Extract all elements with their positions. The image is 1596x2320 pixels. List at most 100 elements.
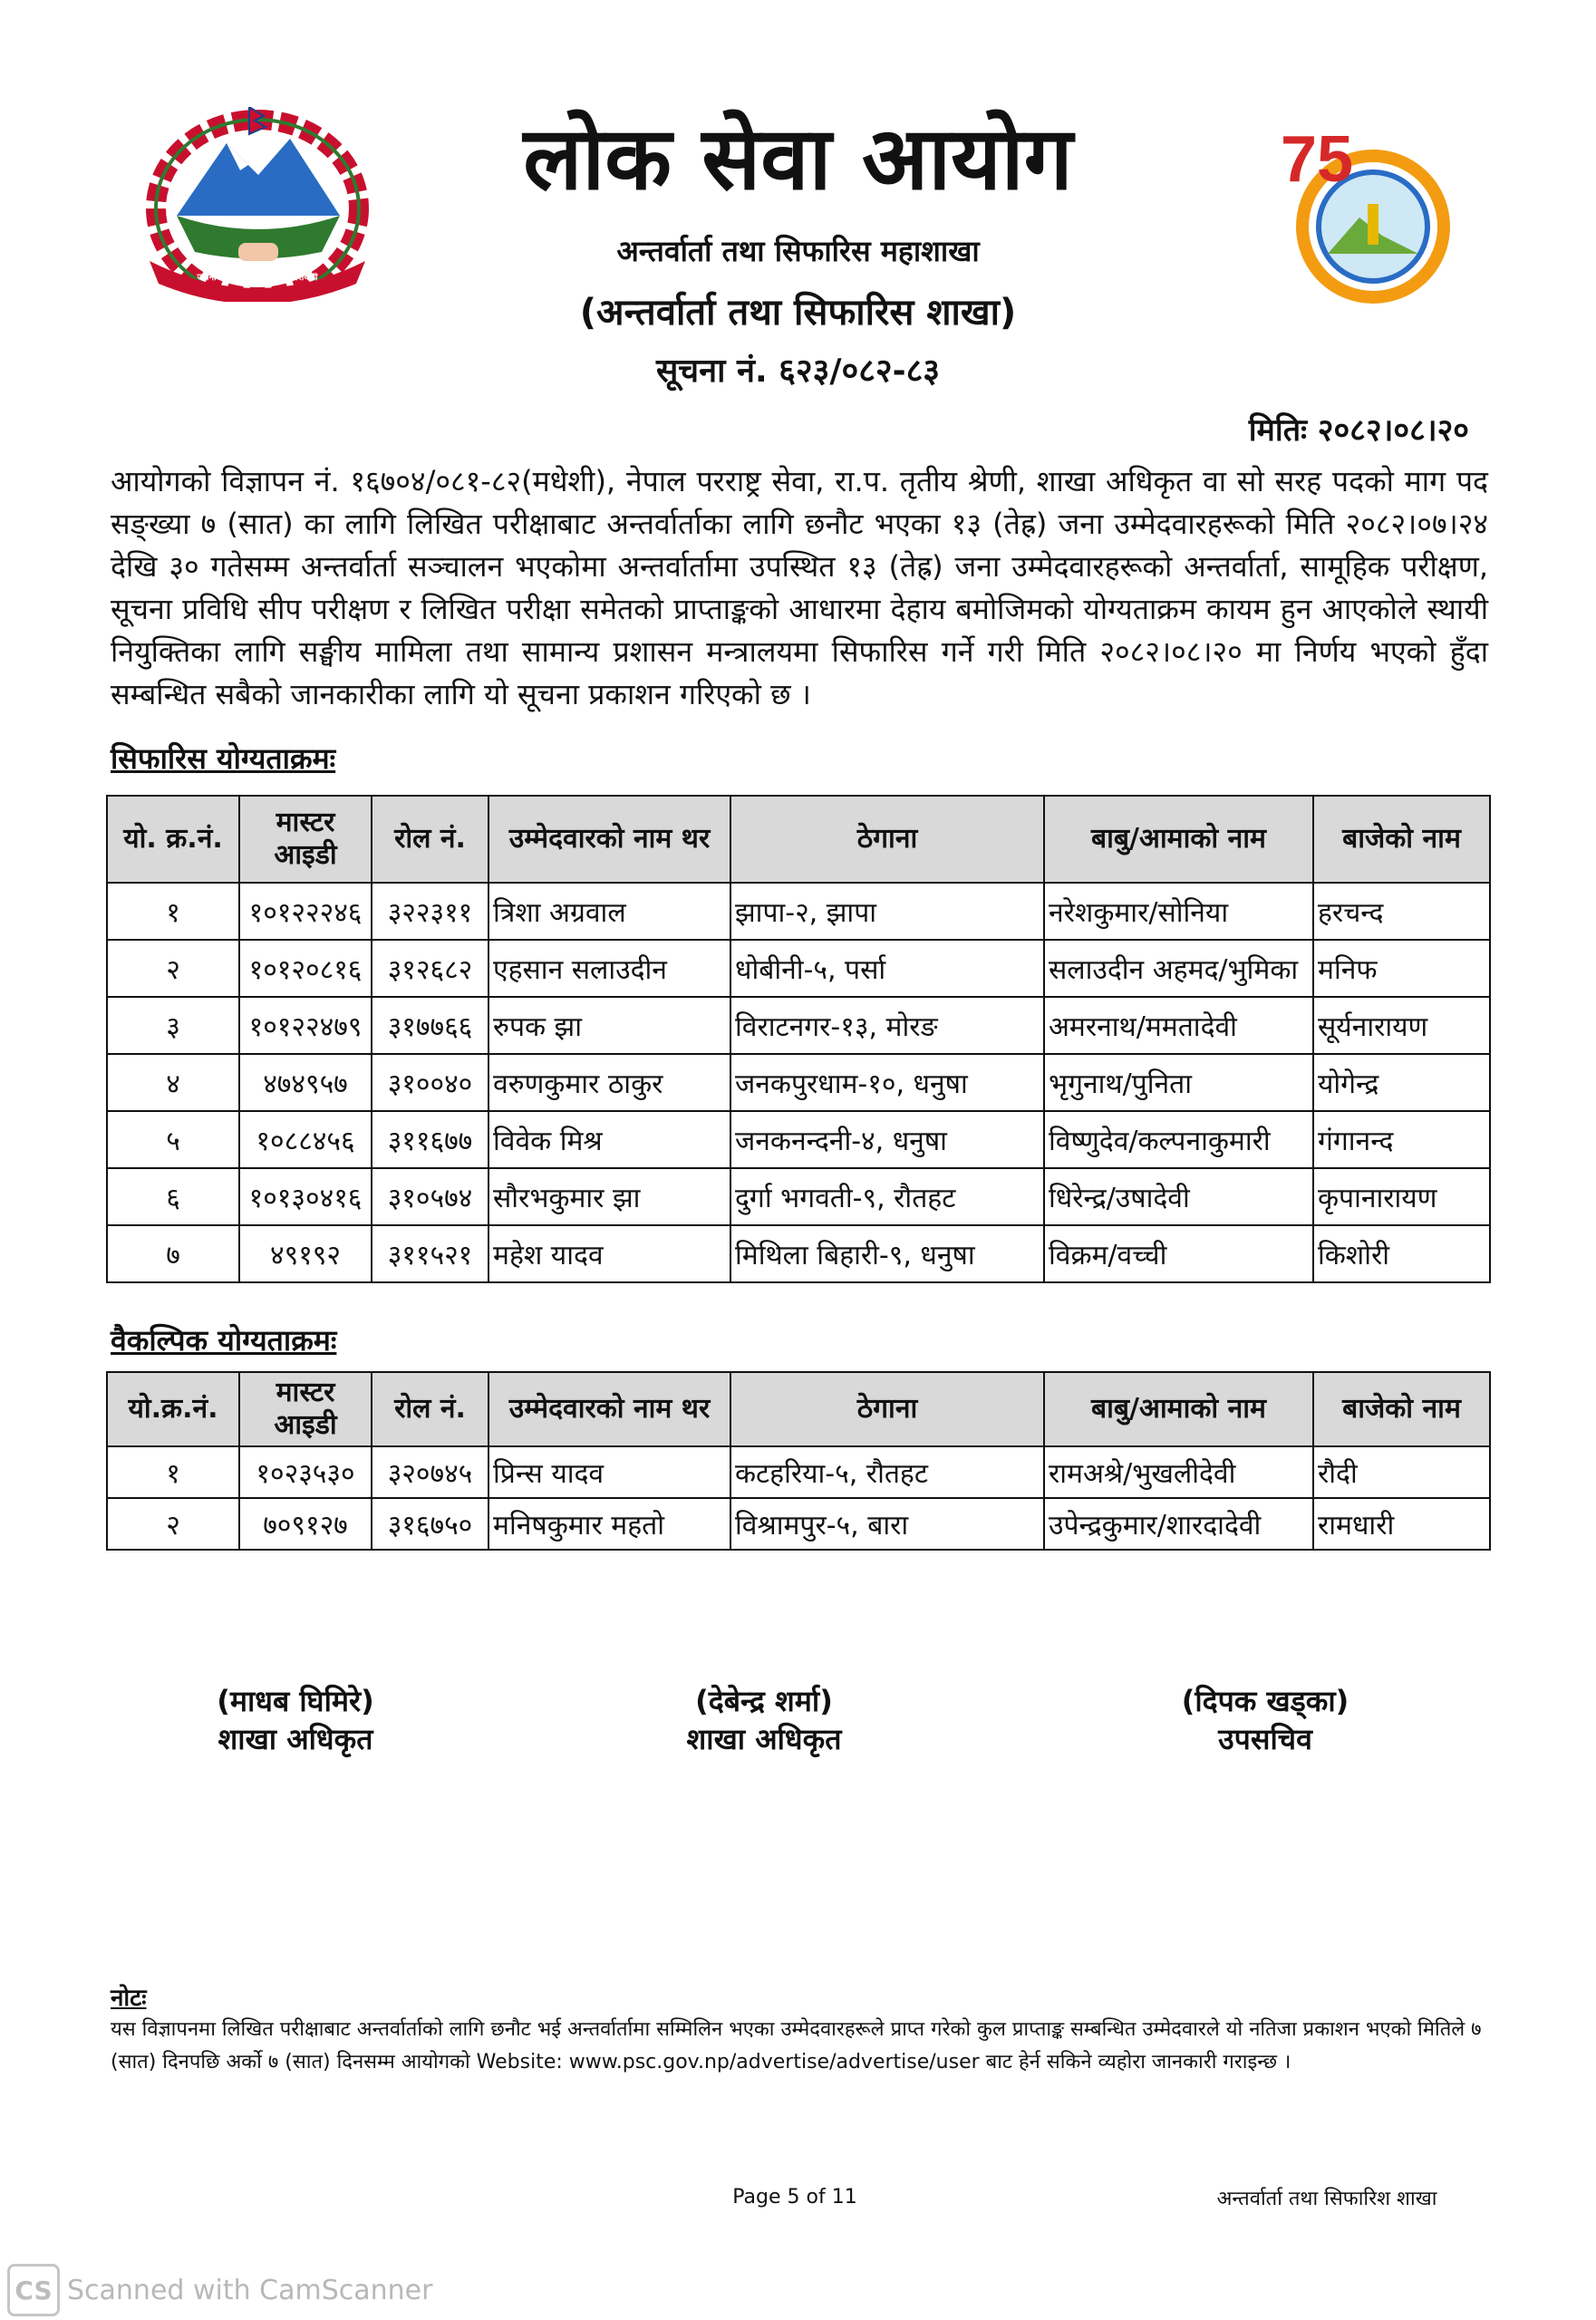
signatory-title: शाखा अधिकृत xyxy=(218,1722,373,1756)
table-cell: रामअश्रे/भुखलीदेवी xyxy=(1043,1445,1314,1499)
page-number: Page 5 of 11 xyxy=(732,2186,857,2209)
table-cell: दुर्गा भगवती-९, रौतहट xyxy=(730,1167,1045,1226)
table-cell: एहसान सलाउदीन xyxy=(488,939,731,998)
table-cell: २ xyxy=(106,939,240,998)
table-cell: ५ xyxy=(106,1110,240,1169)
table-row: ४ ४७४९५७ ३१००४० वरुणकुमार ठाकुर जनकपुरधाम-१०… xyxy=(106,1053,1491,1112)
table-cell: विवेक मिश्र xyxy=(488,1110,731,1169)
table-cell: १ xyxy=(106,882,240,941)
table-cell: १०१२२२४६ xyxy=(238,882,372,941)
table-cell: हरचन्द xyxy=(1312,882,1491,941)
alternate-table: यो.क्र.नं. मास्टर आइडी रोल नं. उम्मेदवारको … xyxy=(106,1371,1491,1551)
table-row: ५ १०८८४५६ ३११६७७ विवेक मिश्र जनकनन्दनी-४, धन… xyxy=(106,1110,1491,1169)
table-row: ३ १०१२२४७९ ३१७७६६ रुपक झा विराटनगर-१३, मोरङ अ… xyxy=(106,996,1491,1055)
table-cell: ३ xyxy=(106,996,240,1055)
table-cell: वरुणकुमार ठाकुर xyxy=(488,1053,731,1112)
table-cell: कृपानारायण xyxy=(1312,1167,1491,1226)
table-cell: ७ xyxy=(106,1224,240,1283)
column-header: उम्मेदवारको नाम थर xyxy=(488,795,731,884)
table-cell: मनिषकुमार महतो xyxy=(488,1497,731,1551)
emblem-motto-text: जननी जन्मभूमिश्च स्वर्गादपि गरीयसी xyxy=(197,273,318,283)
table-cell: भृगुनाथ/पुनिता xyxy=(1043,1053,1314,1112)
signatory-name: (दिपक खड्का) xyxy=(1181,1684,1349,1718)
signatory-2: (देबेन्द्र शर्मा) शाखा अधिकृत xyxy=(583,1682,945,1758)
column-header: बाजेको नाम xyxy=(1312,795,1491,884)
alternate-heading: वैकल्पिक योग्यताक्रमः xyxy=(111,1323,337,1358)
table-cell: ३१६७५० xyxy=(371,1497,489,1551)
signatory-name: (देबेन्द्र शर्मा) xyxy=(695,1684,833,1718)
notice-date: मितिः २०८२।०८।२० xyxy=(1248,412,1469,449)
table-cell: अमरनाथ/ममतादेवी xyxy=(1043,996,1314,1055)
column-header: यो. क्र.नं. xyxy=(106,795,240,884)
table-row: २ १०१२०८१६ ३१२६८२ एहसान सलाउदीन धोबीनी-५, पर… xyxy=(106,939,1491,998)
table-cell: विराटनगर-१३, मोरङ xyxy=(730,996,1045,1055)
table-cell: ७०९१२७ xyxy=(238,1497,372,1551)
table-cell: गंगानन्द xyxy=(1312,1110,1491,1169)
table-cell: सूर्यनारायण xyxy=(1312,996,1491,1055)
column-header: यो.क्र.नं. xyxy=(106,1371,240,1447)
table-cell: ३२२३११ xyxy=(371,882,489,941)
table-row: ६ १०१३०४१६ ३१०५७४ सौरभकुमार झा दुर्गा भगवती-… xyxy=(106,1167,1491,1226)
note-text: यस विज्ञापनमा लिखित परीक्षाबाट अन्तर्वार… xyxy=(111,2018,1482,2074)
nepal-emblem-logo: जननी जन्मभूमिश्च स्वर्गादपि गरीयसी xyxy=(140,107,374,302)
notice-number: सूचना नं. ६२३/०८२-८३ xyxy=(655,353,941,390)
camscanner-watermark: CS Scanned with CamScanner xyxy=(7,2264,432,2316)
table-cell: १०८८४५६ xyxy=(238,1110,372,1169)
column-header: बाबु/आमाको नाम xyxy=(1043,795,1314,884)
logo-75-text: 75 xyxy=(1281,123,1353,196)
column-header: बाबु/आमाको नाम xyxy=(1043,1371,1314,1447)
watermark-text: Scanned with CamScanner xyxy=(67,2274,433,2306)
page-title: लोक सेवा आयोग xyxy=(523,108,1073,209)
table-cell: धोबीनी-५, पर्सा xyxy=(730,939,1045,998)
camscanner-logo-icon: CS xyxy=(7,2264,60,2316)
column-header: ठेगाना xyxy=(730,1371,1045,1447)
column-header: ठेगाना xyxy=(730,795,1045,884)
section-name: (अन्तर्वार्ता तथा सिफारिस शाखा) xyxy=(579,292,1017,334)
table-cell: महेश यादव xyxy=(488,1224,731,1283)
table-row: १ १०१२२२४६ ३२२३११ त्रिशा अग्रवाल झापा-२, झाप… xyxy=(106,882,1491,941)
table-cell: १०१२२४७९ xyxy=(238,996,372,1055)
table-cell: ३१०५७४ xyxy=(371,1167,489,1226)
table-cell: ३११६७७ xyxy=(371,1110,489,1169)
table-row: २ ७०९१२७ ३१६७५० मनिषकुमार महतो विश्रामपुर-५,… xyxy=(106,1497,1491,1551)
column-header: रोल नं. xyxy=(371,795,489,884)
table-cell: ४९१९२ xyxy=(238,1224,372,1283)
recommended-table: यो. क्र.नं. मास्टर आइडी रोल नं. उम्मेदवारको… xyxy=(106,795,1491,1283)
table-cell: ३१२६८२ xyxy=(371,939,489,998)
table-header-row: यो. क्र.नं. मास्टर आइडी रोल नं. उम्मेदवारको… xyxy=(106,795,1491,884)
psc-75-anniversary-logo: 75 xyxy=(1273,118,1455,308)
table-cell: सौरभकुमार झा xyxy=(488,1167,731,1226)
table-cell: जनकनन्दनी-४, धनुषा xyxy=(730,1110,1045,1169)
table-cell: प्रिन्स यादव xyxy=(488,1445,731,1499)
table-cell: सलाउदीन अहमद/भुमिका xyxy=(1043,939,1314,998)
table-cell: कटहरिया-५, रौतहट xyxy=(730,1445,1045,1499)
table-cell: ३१००४० xyxy=(371,1053,489,1112)
recommended-heading: सिफारिस योग्यताक्रमः xyxy=(111,741,336,776)
table-cell: झापा-२, झापा xyxy=(730,882,1045,941)
table-cell: विष्णुदेव/कल्पनाकुमारी xyxy=(1043,1110,1314,1169)
table-cell: मिथिला बिहारी-९, धनुषा xyxy=(730,1224,1045,1283)
table-cell: विक्रम/वच्ची xyxy=(1043,1224,1314,1283)
footer-section-name: अन्तर्वार्ता तथा सिफारिश शाखा xyxy=(1216,2188,1437,2210)
note-heading: नोटः xyxy=(111,1985,147,2012)
table-cell: २ xyxy=(106,1497,240,1551)
table-cell: ४ xyxy=(106,1053,240,1112)
table-cell: उपेन्द्रकुमार/शारदादेवी xyxy=(1043,1497,1314,1551)
table-cell: ३१७७६६ xyxy=(371,996,489,1055)
table-cell: धिरेन्द्र/उषादेवी xyxy=(1043,1167,1314,1226)
table-cell: ६ xyxy=(106,1167,240,1226)
signatory-title: उपसचिव xyxy=(1218,1722,1312,1756)
table-row: ७ ४९१९२ ३११५२१ महेश यादव मिथिला बिहारी-९, धन… xyxy=(106,1224,1491,1283)
table-cell: १०२३५३० xyxy=(238,1445,372,1499)
table-cell: नरेशकुमार/सोनिया xyxy=(1043,882,1314,941)
table-row: १ १०२३५३० ३२०७४५ प्रिन्स यादव कटहरिया-५, रौत… xyxy=(106,1445,1491,1499)
table-cell: १ xyxy=(106,1445,240,1499)
table-cell: रौदी xyxy=(1312,1445,1491,1499)
table-cell: विश्रामपुर-५, बारा xyxy=(730,1497,1045,1551)
table-cell: १०१२०८१६ xyxy=(238,939,372,998)
table-cell: किशोरी xyxy=(1312,1224,1491,1283)
table-cell: त्रिशा अग्रवाल xyxy=(488,882,731,941)
signatory-name: (माधब घिमिरे) xyxy=(217,1684,374,1718)
division-name: अन्तर्वार्ता तथा सिफारिस महाशाखा xyxy=(616,234,980,268)
column-header: बाजेको नाम xyxy=(1312,1371,1491,1447)
